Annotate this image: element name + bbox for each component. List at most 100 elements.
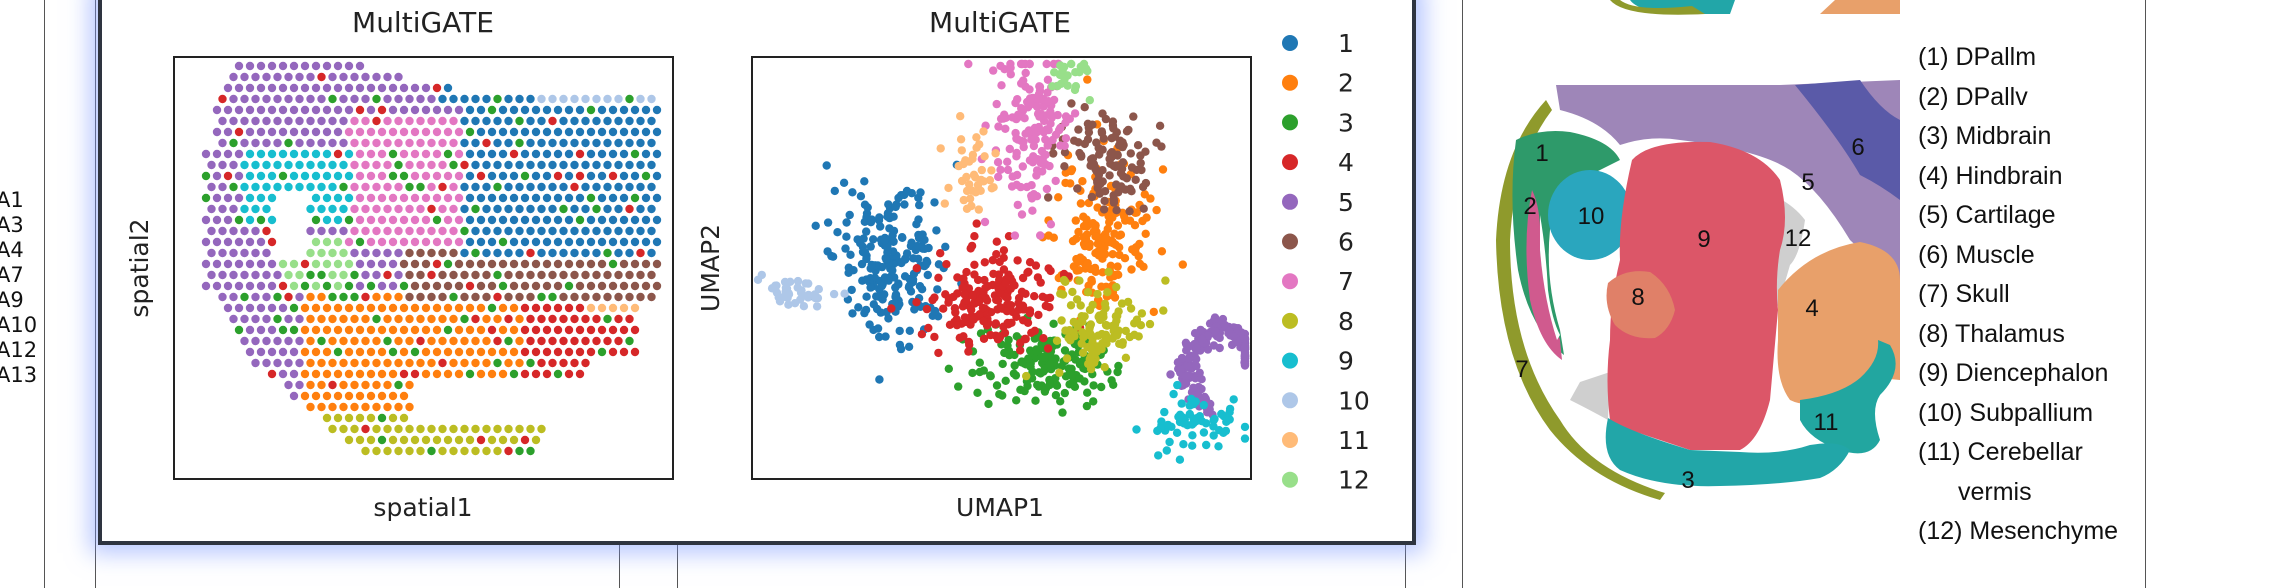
umap-point-cluster-5 (1180, 379, 1189, 388)
umap-point-cluster-3 (1097, 382, 1106, 392)
spatial-point-cluster-9 (278, 149, 288, 159)
spatial-point-cluster-5 (267, 83, 277, 93)
spatial-point-cluster-1 (526, 116, 535, 126)
spatial-point-cluster-9 (311, 193, 321, 203)
umap-point-cluster-5 (1229, 332, 1238, 341)
spatial-point-cluster-4 (570, 336, 579, 346)
umap-point-cluster-4 (980, 275, 989, 285)
spatial-point-cluster-5 (262, 358, 271, 368)
umap-point-cluster-2 (1115, 250, 1124, 260)
spatial-point-cluster-2 (311, 347, 321, 357)
spatial-point-cluster-3 (586, 193, 596, 203)
umap-point-cluster-5 (1177, 354, 1187, 363)
umap-point-cluster-4 (1006, 301, 1016, 310)
umap-point-cluster-6 (1060, 148, 1070, 157)
spatial-point-cluster-1 (597, 149, 607, 159)
umap-point-cluster-6 (1044, 193, 1053, 202)
spatial-point-cluster-4 (548, 336, 557, 346)
umap-point-cluster-4 (1017, 287, 1027, 296)
spatial-point-cluster-5 (240, 248, 249, 258)
spatial-point-cluster-2 (306, 336, 315, 346)
umap-point-cluster-1 (921, 260, 930, 269)
spatial-point-cluster-5 (256, 303, 266, 313)
spatial-point-cluster-5 (262, 292, 271, 302)
umap-point-cluster-10 (810, 290, 819, 299)
spatial-point-cluster-7 (366, 127, 376, 137)
umap-point-cluster-12 (1063, 81, 1072, 90)
region-label-3: 3 (1681, 467, 1694, 494)
spatial-point-cluster-1 (647, 138, 656, 148)
spatial-point-cluster-9 (289, 171, 299, 181)
umap-point-cluster-9 (1195, 412, 1205, 421)
spatial-point-cluster-8 (383, 424, 392, 434)
spatial-point-cluster-1 (471, 94, 480, 104)
spatial-point-cluster-7 (427, 182, 436, 192)
region-8-thalamus (1606, 271, 1675, 339)
spatial-point-cluster-2 (410, 303, 420, 313)
umap-point-cluster-1 (924, 243, 933, 253)
umap-point-cluster-4 (1018, 273, 1028, 283)
spatial-point-cluster-7 (427, 138, 436, 148)
umap-point-cluster-4 (972, 219, 981, 228)
spatial-point-cluster-2 (328, 314, 337, 324)
spatial-point-cluster-5 (240, 116, 249, 126)
spatial-point-cluster-5 (416, 94, 425, 104)
umap-point-cluster-7 (992, 99, 1001, 109)
umap-point-cluster-3 (984, 399, 993, 409)
umap-point-cluster-4 (980, 258, 989, 267)
spatial-point-cluster-6 (438, 248, 447, 258)
spatial-point-cluster-6 (449, 270, 458, 280)
umap-point-cluster-1 (862, 227, 871, 236)
spatial-point-cluster-1 (586, 215, 596, 225)
umap-point-cluster-7 (1025, 94, 1035, 103)
spatial-point-cluster-1 (575, 127, 585, 137)
spatial-point-cluster-2 (487, 347, 497, 357)
spatial-point-cluster-9 (322, 193, 332, 203)
spatial-point-cluster-3 (372, 94, 381, 104)
spatial-point-cluster-6 (504, 292, 513, 302)
spatial-point-cluster-2 (394, 292, 403, 302)
spatial-point-cluster-1 (487, 171, 497, 181)
umap-point-cluster-1 (849, 266, 858, 275)
umap-point-cluster-8 (1086, 320, 1095, 329)
spatial-point-cluster-3 (471, 248, 480, 258)
spatial-point-cluster-1 (537, 116, 546, 126)
legend-entry: (1) DPallm (1918, 43, 2037, 71)
spatial-point-cluster-10 (614, 94, 623, 104)
spatial-point-cluster-1 (487, 127, 497, 137)
umap-point-cluster-1 (884, 314, 893, 323)
umap-point-cluster-11 (989, 183, 998, 192)
spatial-point-cluster-6 (427, 292, 436, 302)
spatial-point-cluster-1 (581, 138, 590, 148)
spatial-point-cluster-3 (306, 270, 315, 280)
spatial-point-cluster-2 (306, 358, 315, 368)
spatial-point-cluster-2 (361, 336, 370, 346)
umap-point-cluster-5 (1183, 361, 1192, 370)
spatial-point-cluster-3 (548, 292, 557, 302)
umap-point-cluster-7 (1003, 165, 1013, 175)
spatial-point-cluster-8 (427, 424, 436, 434)
umap-point-cluster-6 (1127, 163, 1137, 172)
spatial-point-cluster-3 (575, 215, 585, 225)
spatial-point-cluster-4 (377, 105, 387, 115)
spatial-point-cluster-4 (548, 314, 557, 324)
spatial-point-cluster-5 (218, 160, 227, 170)
spatial-point-cluster-7 (421, 127, 431, 137)
spatial-point-cluster-3 (597, 347, 607, 357)
spatial-point-cluster-2 (509, 347, 519, 357)
spatial-point-cluster-6 (531, 281, 541, 291)
umap-point-cluster-9 (1169, 389, 1178, 399)
spatial-point-cluster-3 (229, 138, 238, 148)
spatial-point-cluster-4 (630, 347, 640, 357)
umap-point-cluster-1 (842, 232, 851, 241)
spatial-point-cluster-7 (394, 138, 403, 148)
umap-point-cluster-9 (1132, 425, 1141, 434)
spatial-point-cluster-8 (493, 424, 502, 434)
spatial-point-cluster-3 (537, 292, 546, 302)
umap-point-cluster-9 (1185, 401, 1194, 410)
umap-point-cluster-4 (1014, 298, 1023, 308)
spatial-point-cluster-9 (256, 149, 266, 159)
spatial-point-cluster-2 (394, 314, 403, 324)
spatial-point-cluster-1 (504, 204, 513, 214)
umap-point-cluster-8 (1055, 368, 1064, 377)
